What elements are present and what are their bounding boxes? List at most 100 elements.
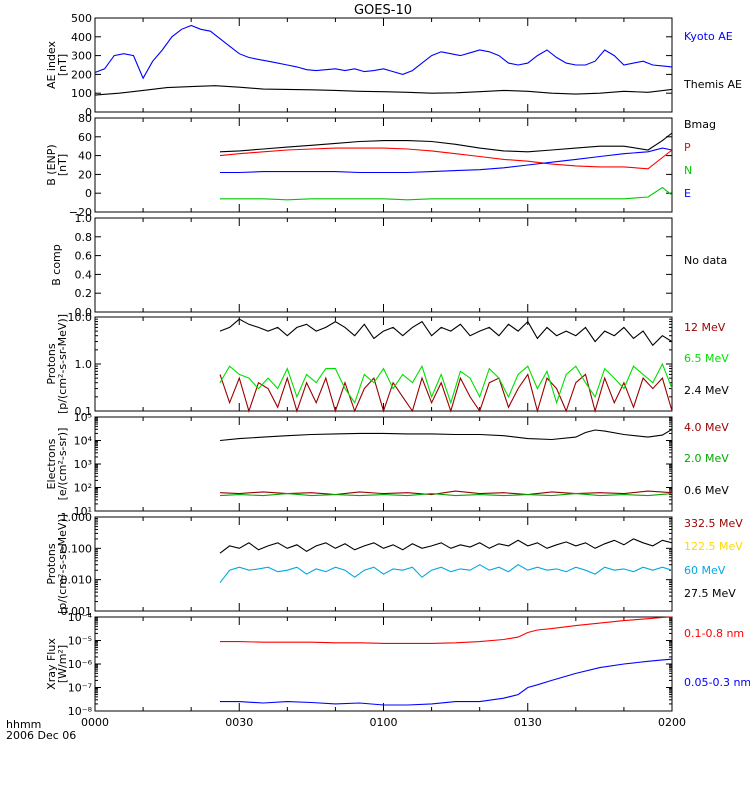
panel-frame <box>94 616 673 712</box>
y-tick-label: 300 <box>71 50 92 63</box>
y-axis-label: AE index <box>45 40 58 89</box>
y-tick-label: 0 <box>85 106 92 119</box>
y-axis-label: [p/(cm²-s-sr-MeV)] <box>56 514 69 614</box>
y-axis-label: [nT] <box>56 54 69 76</box>
y-axis-label: B comp <box>50 244 63 286</box>
y-tick-label: 1.0 <box>75 358 93 371</box>
y-tick-label: 10⁻⁸ <box>68 705 93 718</box>
series-line-60-mev <box>219 564 673 584</box>
y-tick-label: 10.0 <box>68 311 93 324</box>
legend-label: Bmag <box>684 118 716 131</box>
plot-title: GOES-10 <box>354 3 412 18</box>
legend-label: 27.5 MeV <box>684 587 736 600</box>
panel-1: 0 100 200 300 400 500 AE index[nT] Kyoto AE Them… <box>45 12 742 119</box>
legend-label: 0.1-0.8 nm <box>684 627 744 640</box>
legend-label: 4.0 MeV <box>684 421 729 434</box>
y-tick-label: 500 <box>71 12 92 25</box>
y-tick-label: 10⁴ <box>74 435 93 448</box>
panel-frame <box>94 117 673 213</box>
y-tick-label: 1.0 <box>75 212 93 225</box>
y-tick-label: 0.6 <box>75 250 93 263</box>
y-tick-label: 20 <box>78 168 92 181</box>
y-tick-label: 0.4 <box>75 268 93 281</box>
y-tick-label: 80 <box>78 112 92 125</box>
y-tick-label: 0.100 <box>61 542 93 555</box>
y-axis-label: [nT] <box>56 154 69 176</box>
legend-label: 0.05-0.3 nm <box>684 676 750 689</box>
y-tick-label: 10¹ <box>74 505 92 518</box>
panel-6: 0.001 0.010 0.100 1.000 Protons[p/(cm²-s-sr-… <box>45 511 743 618</box>
y-axis-label: [W/m²] <box>56 645 69 683</box>
legend-label: Themis AE <box>683 78 742 91</box>
series-line-12-mev <box>219 373 673 414</box>
legend-label: 2.0 MeV <box>684 452 729 465</box>
no-data-label: No data <box>684 254 727 267</box>
y-tick-label: 10⁻⁶ <box>68 658 93 671</box>
y-tick-label: 0.2 <box>75 287 93 300</box>
y-axis-label: B (ENP) <box>45 144 58 185</box>
y-tick-label: 200 <box>71 68 92 81</box>
y-axis-label: Protons <box>45 343 58 384</box>
x-tick-label: 0130 <box>514 716 542 729</box>
x-tick-label: 0200 <box>658 716 686 729</box>
y-tick-label: 0.001 <box>61 605 93 618</box>
panel-frame <box>94 516 673 612</box>
y-tick-label: 10⁻⁴ <box>68 611 93 624</box>
series-line-27-5-mev <box>219 538 673 554</box>
legend-label: 0.6 MeV <box>684 484 729 497</box>
y-tick-label: 0 <box>85 187 92 200</box>
legend-label: 332.5 MeV <box>684 517 743 530</box>
y-tick-label: 0.010 <box>61 574 93 587</box>
series-line-0-05-0-3-nm <box>220 658 673 706</box>
series-line-themis-ae <box>94 85 673 96</box>
legend-label: 12 MeV <box>684 321 726 334</box>
y-tick-label: 10⁵ <box>74 411 92 424</box>
legend-label: N <box>684 164 692 177</box>
y-tick-label: 0.0 <box>75 306 93 319</box>
legend-label: 2.4 MeV <box>684 384 729 397</box>
footer-date: 2006 Dec 06 <box>6 729 76 742</box>
x-tick-label: 0100 <box>370 716 398 729</box>
panel-3: 0.0 0.2 0.4 0.6 0.8 1.0 B comp No data <box>50 212 727 319</box>
x-tick-label: 0000 <box>81 716 109 729</box>
series-line-6-5-mev <box>219 362 673 405</box>
series-line-2-4-mev <box>219 318 673 347</box>
series-line-0-6-mev <box>219 428 673 442</box>
y-axis-label: Protons <box>45 543 58 584</box>
y-axis-label: Xray Flux <box>45 638 58 690</box>
panel-frame <box>94 217 673 313</box>
legend-label: Kyoto AE <box>684 30 733 43</box>
series-line-e <box>220 147 673 174</box>
y-tick-label: 0.8 <box>75 231 93 244</box>
series-line-2-0-mev <box>219 493 673 497</box>
legend-label: 60 MeV <box>684 564 726 577</box>
series-line-p <box>219 147 673 170</box>
panel-7: 10⁻⁸ 10⁻⁷ 10⁻⁶ 10⁻⁵ 10⁻⁴ Xray Flux[W/m²] 0.1-0… <box>45 611 750 718</box>
footer-hhmm: hhmm <box>6 718 41 731</box>
legend-label: 122.5 MeV <box>684 540 743 553</box>
panel-5: 10¹ 10² 10³ 10⁴ 10⁵ Electrons[e/(cm²-s-sr)] 4.… <box>45 411 729 518</box>
legend-label: P <box>684 141 691 154</box>
y-axis-label: Electrons <box>45 438 58 489</box>
y-tick-label: 10⁻⁵ <box>68 635 92 648</box>
series-line-bmag <box>219 132 673 153</box>
series-line-kyoto-ae <box>94 24 673 80</box>
series-line-n <box>220 186 673 201</box>
series-line-0-1-0-8-nm <box>220 616 673 644</box>
x-tick-label: 0030 <box>225 716 253 729</box>
y-tick-label: 0.1 <box>75 405 93 418</box>
y-tick-label: 100 <box>71 87 92 100</box>
y-tick-label: 10² <box>74 482 92 495</box>
y-tick-label: 10⁻⁷ <box>68 682 92 695</box>
legend-label: E <box>684 187 691 200</box>
y-axis-label: [p/(cm²-s-sr-MeV)] <box>56 314 69 414</box>
y-tick-label: 1.000 <box>61 511 93 524</box>
y-tick-label: 40 <box>78 150 92 163</box>
panel-frame <box>94 416 673 512</box>
y-tick-label: 10³ <box>74 458 92 471</box>
y-tick-label: −20 <box>69 206 92 219</box>
panel-2: −20 0 20 40 60 80 B (ENP)[nT] Bmag PNE <box>45 112 716 219</box>
y-tick-label: 400 <box>71 31 92 44</box>
